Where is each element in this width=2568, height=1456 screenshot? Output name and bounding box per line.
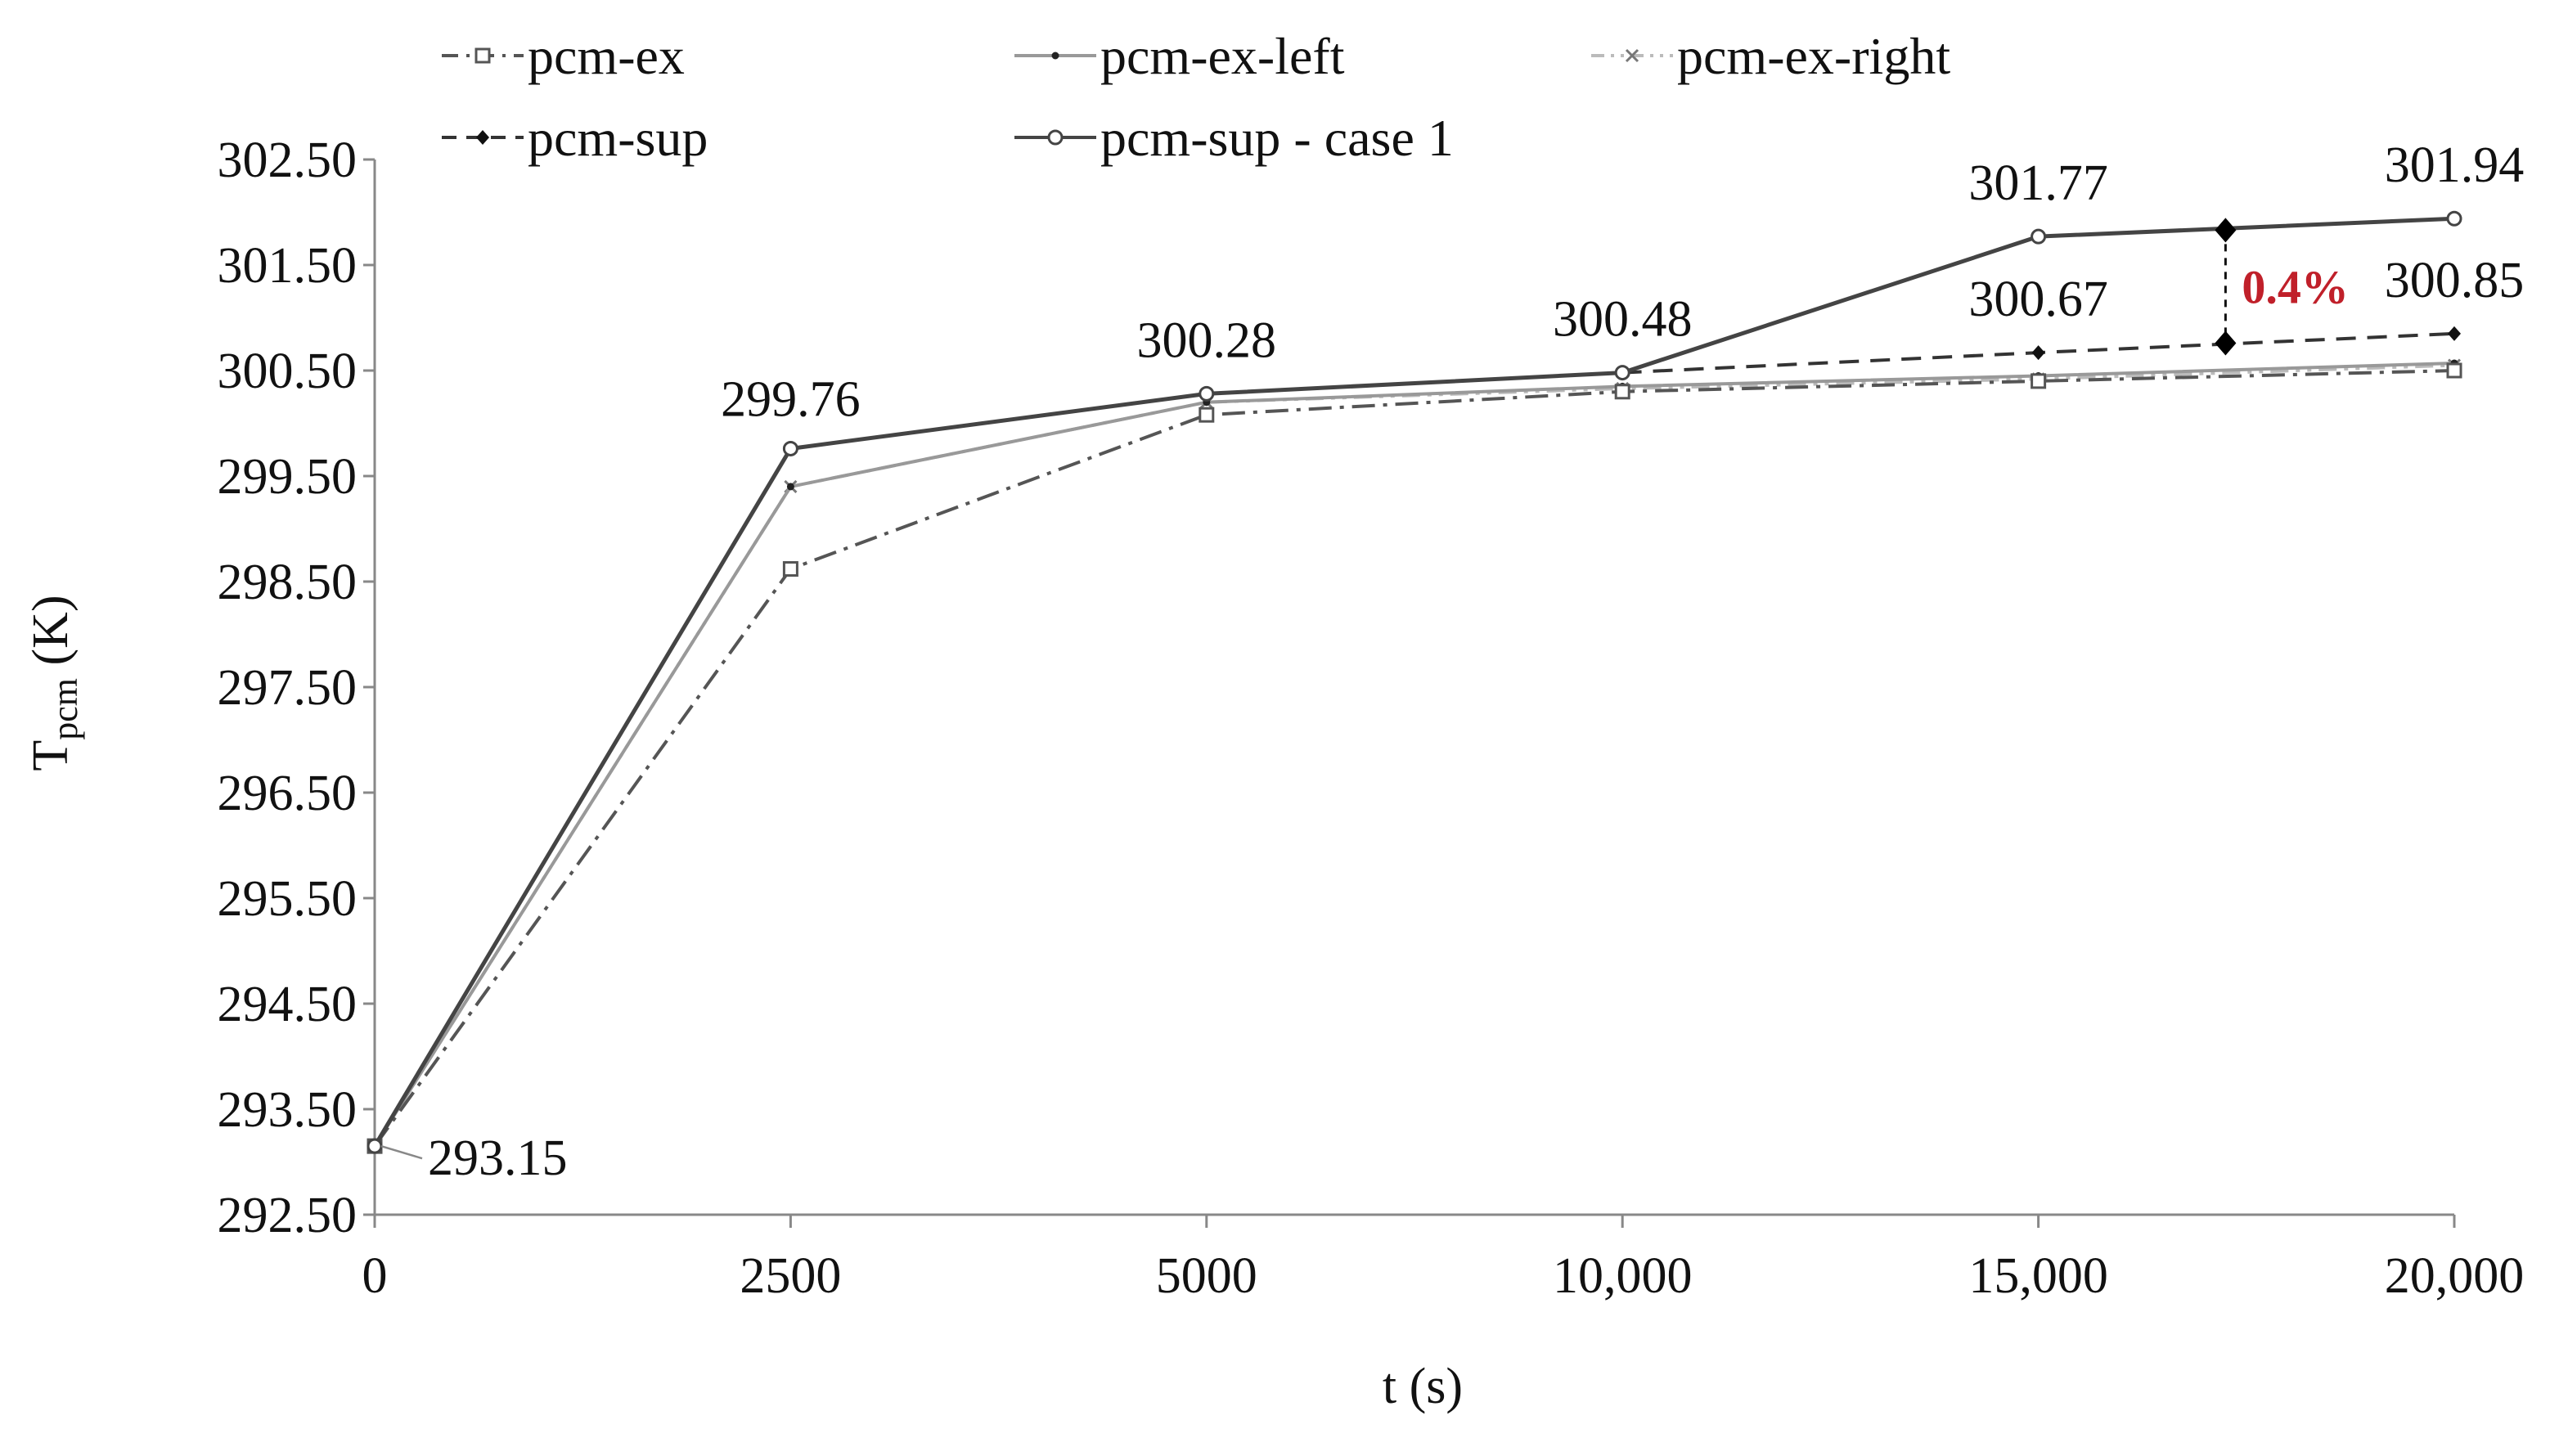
legend-marker	[474, 47, 491, 64]
data-point	[782, 561, 798, 577]
x-tick-label: 15,000	[1968, 1248, 2108, 1304]
data-label: 300.67	[1968, 272, 2108, 327]
y-tick-label: 293.50	[218, 1082, 358, 1138]
legend-marker	[476, 130, 489, 145]
data-point	[1614, 365, 1630, 381]
series-line	[373, 369, 2455, 1148]
y-axis-title-unit: (K)	[23, 595, 79, 678]
axes: 292.50 293.50 294.50 295.50 296.50 297.50 298.…	[23, 133, 2524, 1414]
plot-area	[367, 210, 2462, 1154]
legend-marker	[1047, 129, 1064, 146]
legend-item: pcm-ex-right	[1591, 27, 1950, 85]
legend-marker	[1051, 52, 1059, 60]
legend-item: pcm-sup	[442, 109, 708, 167]
legend-label: pcm-ex-left	[1100, 27, 1345, 85]
y-axis-title: Tpcm (K)	[23, 595, 85, 771]
y-tick-label: 292.50	[218, 1188, 358, 1243]
x-tick-label: 5000	[1156, 1248, 1257, 1304]
data-point	[367, 1138, 383, 1154]
legend-item: pcm-ex-left	[1014, 27, 1345, 85]
x-tick-label: 10,000	[1553, 1248, 1693, 1304]
data-label: 293.15	[428, 1130, 568, 1186]
series-pcm-ex-right	[367, 358, 2462, 1153]
data-point	[2031, 228, 2047, 245]
x-axis-title: t (s)	[1383, 1359, 1463, 1414]
data-label: 301.94	[2385, 137, 2525, 193]
data-label: 300.85	[2385, 253, 2525, 308]
data-point	[2448, 326, 2461, 341]
data-point	[2446, 362, 2462, 379]
data-label: 299.76	[721, 371, 861, 427]
x-tick-label: 2500	[740, 1248, 841, 1304]
y-tick-label: 296.50	[218, 766, 358, 821]
legend: pcm-ex pcm-ex-left pcm-ex-right pcm-sup pcm-…	[442, 27, 1950, 167]
data-point	[1199, 385, 1215, 402]
data-point	[2446, 210, 2462, 227]
series-pcm-ex	[367, 362, 2462, 1154]
y-axis-title-main: T	[23, 740, 79, 771]
series-line	[373, 361, 2455, 1148]
legend-label: pcm-ex-right	[1677, 27, 1950, 85]
y-tick-label: 300.50	[218, 344, 358, 399]
data-labels: 293.15 299.76 300.28 300.48 301.77 300.67 301.…	[380, 137, 2525, 1186]
annotation-diamond-top	[2215, 218, 2237, 243]
y-tick-label: 298.50	[218, 555, 358, 610]
series-line	[373, 363, 2455, 1148]
annotation: 0.4%	[2215, 218, 2349, 356]
data-point	[2031, 373, 2047, 389]
data-label: 300.28	[1137, 312, 1277, 368]
series-line	[373, 331, 2455, 1148]
y-tick-label: 299.50	[218, 449, 358, 505]
y-tick-label: 297.50	[218, 660, 358, 716]
y-tick-label: 301.50	[218, 238, 358, 294]
annotation-diamond-bottom	[2215, 330, 2237, 356]
x-tick-label: 20,000	[2385, 1248, 2525, 1304]
data-label: 300.48	[1553, 292, 1693, 348]
data-point	[1614, 384, 1630, 400]
data-point	[786, 483, 794, 491]
legend-item: pcm-ex	[442, 27, 685, 85]
data-point	[2031, 345, 2045, 361]
label-leader-line	[380, 1144, 423, 1160]
y-tick-label: 295.50	[218, 871, 358, 927]
annotation-percent-label: 0.4%	[2242, 260, 2349, 313]
data-point	[782, 440, 798, 456]
x-tick-label: 0	[362, 1248, 388, 1304]
y-tick-label: 302.50	[218, 133, 358, 188]
legend-marker	[1625, 48, 1639, 63]
legend-label: pcm-ex	[528, 27, 685, 85]
series-pcm-sup-case-1	[367, 210, 2462, 1154]
legend-label: pcm-sup - case 1	[1100, 109, 1454, 167]
series-pcm-ex-left	[371, 359, 2458, 1150]
y-axis-title-subscript: pcm	[45, 678, 85, 740]
legend-label: pcm-sup	[528, 109, 708, 167]
data-point	[1199, 407, 1215, 423]
series-line	[372, 216, 2455, 1148]
legend-item: pcm-sup - case 1	[1014, 109, 1454, 167]
series-pcm-sup	[368, 326, 2461, 1154]
y-tick-label: 294.50	[218, 977, 358, 1032]
data-label: 301.77	[1968, 155, 2108, 211]
